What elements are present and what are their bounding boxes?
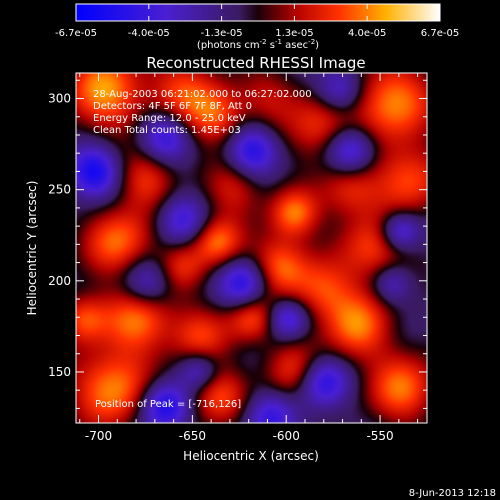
chart-title: Reconstructed RHESSI Image [146,54,365,72]
colorbar-units: (photons cm-2 s-1 asec-2) [197,38,319,51]
peak-position-label: Position of Peak = [-716,126] [95,399,241,410]
y-tick-label: 200 [48,274,71,288]
info-clean-counts: Clean Total counts: 1.45E+03 [93,125,241,136]
info-time-range: 28-Aug-2003 06:21:02.000 to 06:27:02.000 [93,89,312,100]
y-tick-label: 250 [48,183,71,197]
x-axis-label: Heliocentric X (arcsec) [183,449,319,463]
colorbar-tick-label: 4.0e-05 [348,28,386,39]
colorbar-ticks: -6.7e-05 -4.0e-05 -1.3e-05 1.3e-05 4.0e-05 6.… [55,4,459,39]
colorbar-tick-label: 6.7e-05 [421,28,459,39]
axes: -700 -650 -600 -550 150 200 250 300 [48,73,427,443]
y-axis-label: Heliocentric Y (arcsec) [25,181,39,316]
y-tick-label: 300 [48,92,71,106]
x-tick-label: -650 [179,429,206,443]
x-tick-label: -700 [85,429,112,443]
info-energy-range: Energy Range: 12.0 - 25.0 keV [93,113,246,124]
x-tick-label: -550 [366,429,393,443]
heatmap-image [76,73,427,423]
plot-frame [75,72,428,424]
x-tick-label: -600 [273,429,300,443]
colorbar-tick-label: -6.7e-05 [55,28,97,39]
observation-info: 28-Aug-2003 06:21:02.000 to 06:27:02.000… [93,89,312,136]
y-tick-label: 150 [48,365,71,379]
colorbar [75,3,441,22]
footer-date: 8-Jun-2013 12:18 [409,488,496,499]
colorbar-tick-label: -1.3e-05 [201,28,243,39]
colorbar-tick-label: -4.0e-05 [128,28,170,39]
colorbar-tick-label: 1.3e-05 [275,28,313,39]
info-detectors: Detectors: 4F 5F 6F 7F 8F, Att 0 [93,101,252,112]
